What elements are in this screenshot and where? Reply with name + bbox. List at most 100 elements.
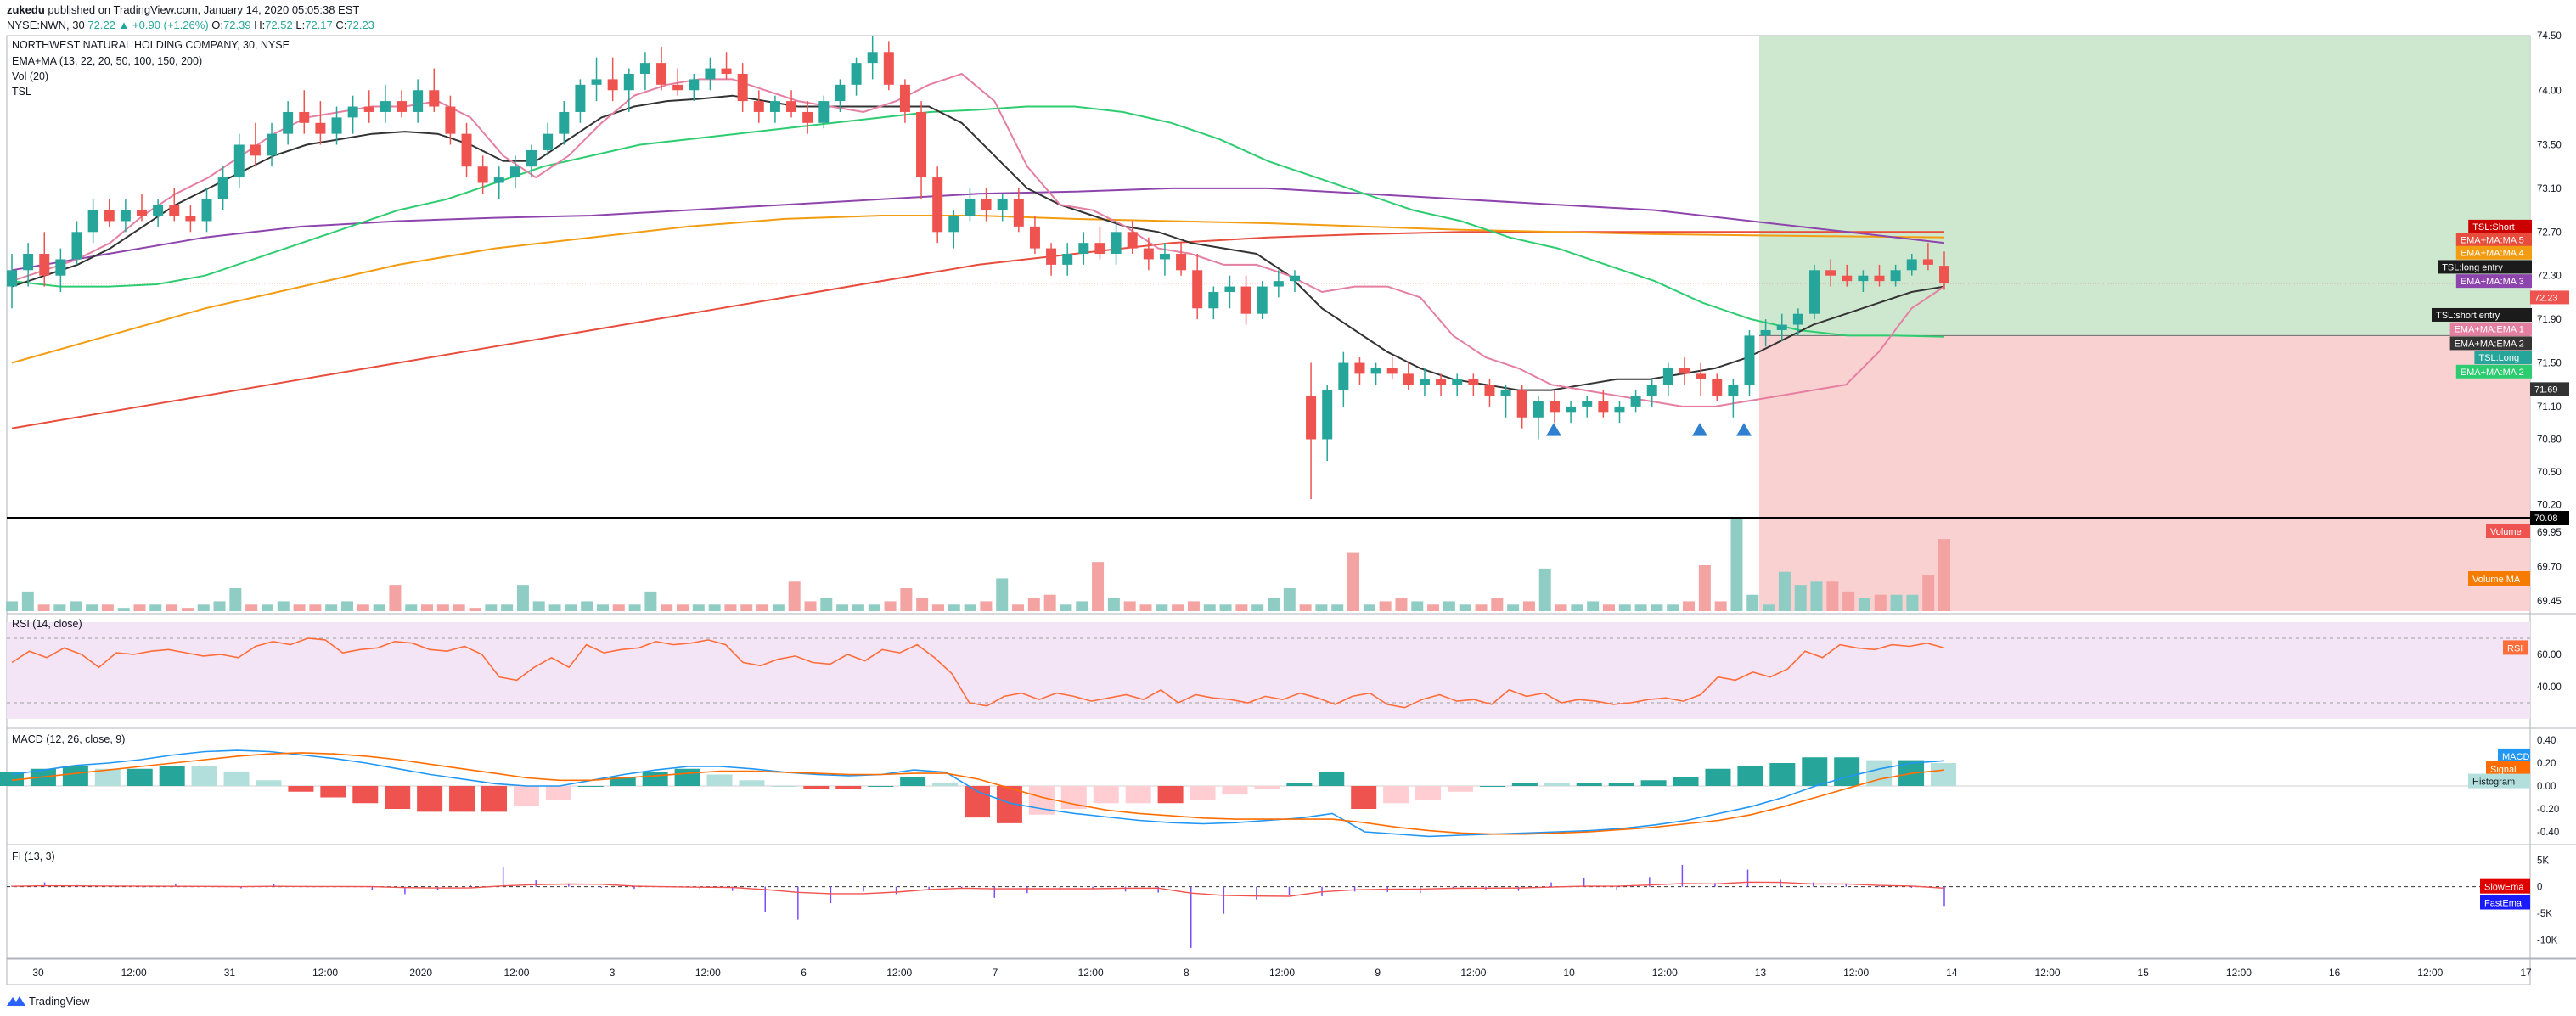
candle-body (1127, 232, 1138, 249)
candle-body (965, 199, 976, 216)
candle-body (87, 210, 98, 233)
macd-legend-label: MACD (2502, 752, 2529, 762)
candle-body (1354, 362, 1365, 374)
macd-legend-label: Histogram (2472, 777, 2515, 788)
price-axis-tick: 73.10 (2537, 184, 2562, 194)
candle-body (380, 101, 391, 112)
volume-bar (485, 604, 498, 611)
candle-body (769, 101, 780, 112)
volume-bar (1107, 598, 1120, 611)
volume-bar (1331, 604, 1344, 611)
volume-bar (1922, 575, 1935, 611)
volume-bar (1794, 585, 1807, 611)
macd-histogram-bar (674, 768, 700, 786)
x-axis-label: 17 (2520, 967, 2532, 979)
study-tsl[interactable]: TSL (12, 86, 31, 98)
macd-legend-tag (2486, 761, 2530, 776)
volume-bar (916, 598, 929, 611)
candle-body (493, 177, 504, 183)
volume-bar (931, 604, 944, 611)
candle-body (1842, 275, 1853, 282)
volume-bar (277, 601, 290, 611)
candle-body (526, 149, 537, 167)
candle-body (477, 166, 488, 183)
macd-axis-tick: 0.40 (2537, 736, 2556, 746)
candle-body (1468, 379, 1479, 385)
rsi-legend-label: RSI (2507, 643, 2523, 654)
candle-body (445, 106, 456, 134)
volume-bar (1123, 601, 1136, 611)
fi-legend-tag (2480, 878, 2530, 894)
volume-bar (1507, 604, 1520, 611)
candle-body (267, 133, 278, 156)
x-axis-label: 8 (1184, 967, 1190, 979)
stop-loss-zone (1759, 335, 2530, 611)
volume-legend-label: Volume (2490, 527, 2522, 537)
main-pane-title: NORTHWEST NATURAL HOLDING COMPANY, 30, N… (12, 39, 290, 51)
candle-body (429, 90, 440, 107)
candle-body (363, 106, 374, 112)
fi-pane-title[interactable]: FI (13, 3) (12, 850, 55, 862)
profit-zone (1759, 36, 2530, 336)
indicator-price-tag (2474, 351, 2532, 365)
x-axis-label: 12:00 (2035, 967, 2061, 979)
candle-body (835, 84, 846, 102)
candle-body (559, 111, 570, 134)
candle-body (217, 177, 228, 199)
candle-body (1062, 254, 1073, 265)
macd-histogram-bar (1383, 786, 1409, 804)
macd-pane-title[interactable]: MACD (12, 26, close, 9) (12, 733, 126, 745)
candle-body (818, 101, 830, 123)
candle-body (509, 166, 520, 178)
volume-bar (692, 604, 705, 611)
volume-bar (1060, 604, 1072, 611)
macd-axis-tick: -0.20 (2537, 805, 2559, 815)
author-name[interactable]: zukedu (7, 3, 45, 16)
macd-histogram-bar (352, 786, 379, 804)
volume-bar (1538, 568, 1551, 611)
volume-bar (900, 588, 913, 611)
ma50-line (11, 105, 1945, 338)
candle-body (1273, 281, 1284, 287)
tradingview-brand[interactable]: TradingView (7, 995, 90, 1008)
study-ema-ma[interactable]: EMA+MA (13, 22, 20, 50, 100, 150, 200) (12, 55, 203, 67)
indicator-price-tag-label: EMA+MA:MA 2 (2461, 368, 2524, 378)
macd-histogram-bar (1705, 768, 1731, 786)
candle-body (786, 101, 797, 112)
high-value: 72.52 (265, 19, 293, 31)
candle-body (169, 205, 180, 216)
x-axis-label: 12:00 (2226, 967, 2252, 979)
volume-bar (70, 601, 82, 611)
rsi-pane-title[interactable]: RSI (14, close) (12, 618, 82, 630)
candle-body (1143, 248, 1154, 260)
volume-bar (1714, 601, 1727, 611)
candle-body (1566, 406, 1577, 413)
macd-histogram-bar (1769, 763, 1796, 786)
candle-body (932, 177, 943, 233)
candle-body (120, 210, 131, 222)
volume-bar (1347, 552, 1360, 611)
candle-body (1176, 254, 1187, 271)
macd-axis-tick: 0.20 (2537, 759, 2556, 769)
volume-bar (1618, 604, 1631, 611)
macd-histogram-bar (449, 786, 475, 812)
volume-bar (1778, 571, 1791, 611)
symbol: NYSE:NWN, 30 (7, 19, 85, 31)
study-volume[interactable]: Vol (20) (12, 70, 49, 82)
volume-bar (548, 604, 561, 611)
indicator-price-tag-label: EMA+MA:MA 4 (2461, 249, 2524, 259)
volume-bar (53, 604, 66, 611)
candle-body (1111, 232, 1122, 255)
volume-bar (469, 608, 481, 611)
price-axis-tick: 71.50 (2537, 359, 2562, 369)
x-axis-label: 31 (224, 967, 236, 979)
candle-body (413, 90, 424, 112)
macd-histogram-bar (481, 786, 507, 812)
low-value: 72.17 (305, 19, 333, 31)
volume-bar (708, 604, 721, 611)
candle-body (1614, 406, 1625, 413)
macd-histogram-bar (1351, 786, 1377, 809)
candle-body (1338, 362, 1349, 390)
fi-axis-tick: -10K (2537, 935, 2558, 946)
